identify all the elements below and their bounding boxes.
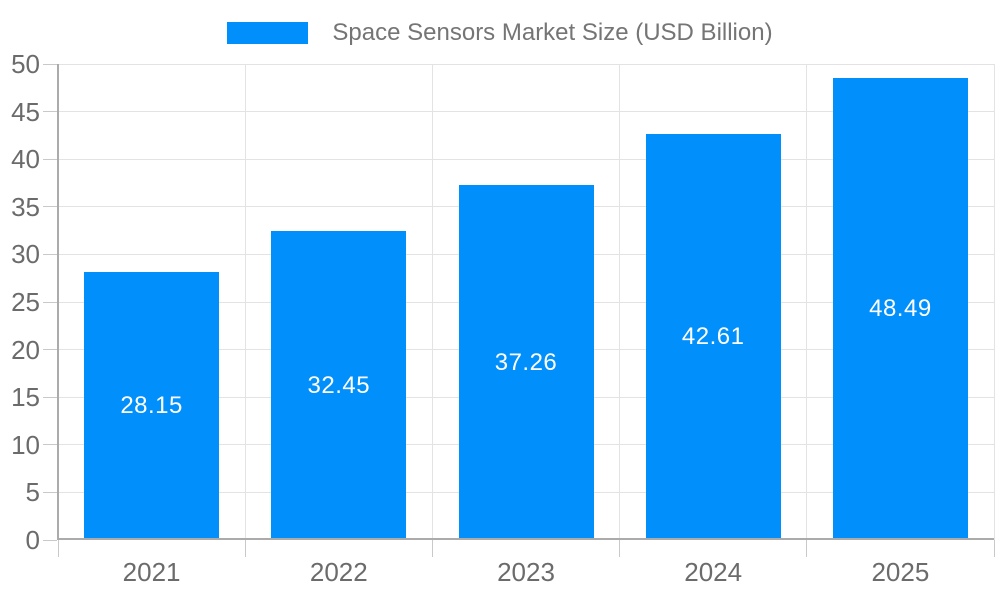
x-axis-tick	[993, 540, 995, 557]
x-axis-tick	[431, 540, 433, 557]
bar-2025	[832, 78, 968, 540]
gridline-horizontal	[58, 111, 994, 113]
y-axis-tick	[43, 63, 57, 65]
y-tick-label: 25	[11, 287, 40, 317]
y-axis-tick	[43, 253, 57, 255]
y-tick-label: 45	[11, 96, 40, 127]
x-tick-label: 2024	[684, 557, 743, 587]
x-tick-label: 2021	[122, 557, 181, 587]
bar-value-label: 42.61	[681, 323, 745, 351]
chart-legend: Space Sensors Market Size (USD Billion)	[0, 20, 1000, 46]
y-tick-label: 20	[11, 334, 40, 365]
y-axis-tick	[43, 158, 57, 160]
x-tick-label: 2025	[871, 557, 930, 587]
y-axis-tick	[43, 301, 57, 303]
x-axis-tick	[57, 540, 59, 557]
y-axis-tick	[43, 539, 57, 541]
x-axis-tick	[806, 540, 808, 557]
y-axis-tick	[43, 491, 57, 493]
bar-2022	[271, 231, 407, 540]
legend-swatch	[227, 22, 309, 44]
y-tick-label: 50	[11, 49, 40, 79]
gridline-vertical	[806, 64, 808, 540]
y-tick-label: 5	[25, 477, 40, 508]
bar-2023	[458, 185, 594, 540]
y-tick-label: 15	[11, 382, 40, 413]
gridline-vertical	[619, 64, 621, 540]
y-axis-tick	[43, 396, 57, 398]
gridline-vertical	[993, 64, 995, 540]
y-tick-label: 30	[11, 239, 40, 270]
legend-label: Space Sensors Market Size (USD Billion)	[332, 19, 773, 46]
y-tick-label: 0	[25, 525, 40, 555]
y-tick-label: 10	[11, 429, 40, 460]
y-axis-tick	[43, 349, 57, 351]
bar-value-label: 48.49	[869, 295, 932, 323]
y-axis-tick	[43, 206, 57, 208]
x-tick-label: 2022	[309, 557, 368, 587]
x-axis-tick	[244, 540, 246, 557]
gridline-horizontal	[58, 63, 994, 65]
gridline-vertical	[244, 64, 246, 540]
y-tick-label: 40	[11, 144, 40, 175]
y-axis-tick	[43, 111, 57, 113]
bar-2021	[84, 272, 220, 540]
x-tick-label: 2023	[497, 557, 555, 587]
y-axis-tick	[43, 444, 57, 446]
bar-value-label: 28.15	[120, 392, 183, 419]
x-axis-line	[57, 538, 994, 540]
gridline-vertical	[431, 64, 433, 540]
bar-value-label: 32.45	[307, 371, 371, 399]
gridline-horizontal	[58, 158, 994, 160]
y-tick-label: 35	[11, 191, 40, 222]
y-axis-line	[57, 64, 59, 540]
bar-2024	[645, 134, 781, 540]
x-axis-tick	[619, 540, 621, 557]
bar-value-label: 37.26	[494, 348, 558, 376]
